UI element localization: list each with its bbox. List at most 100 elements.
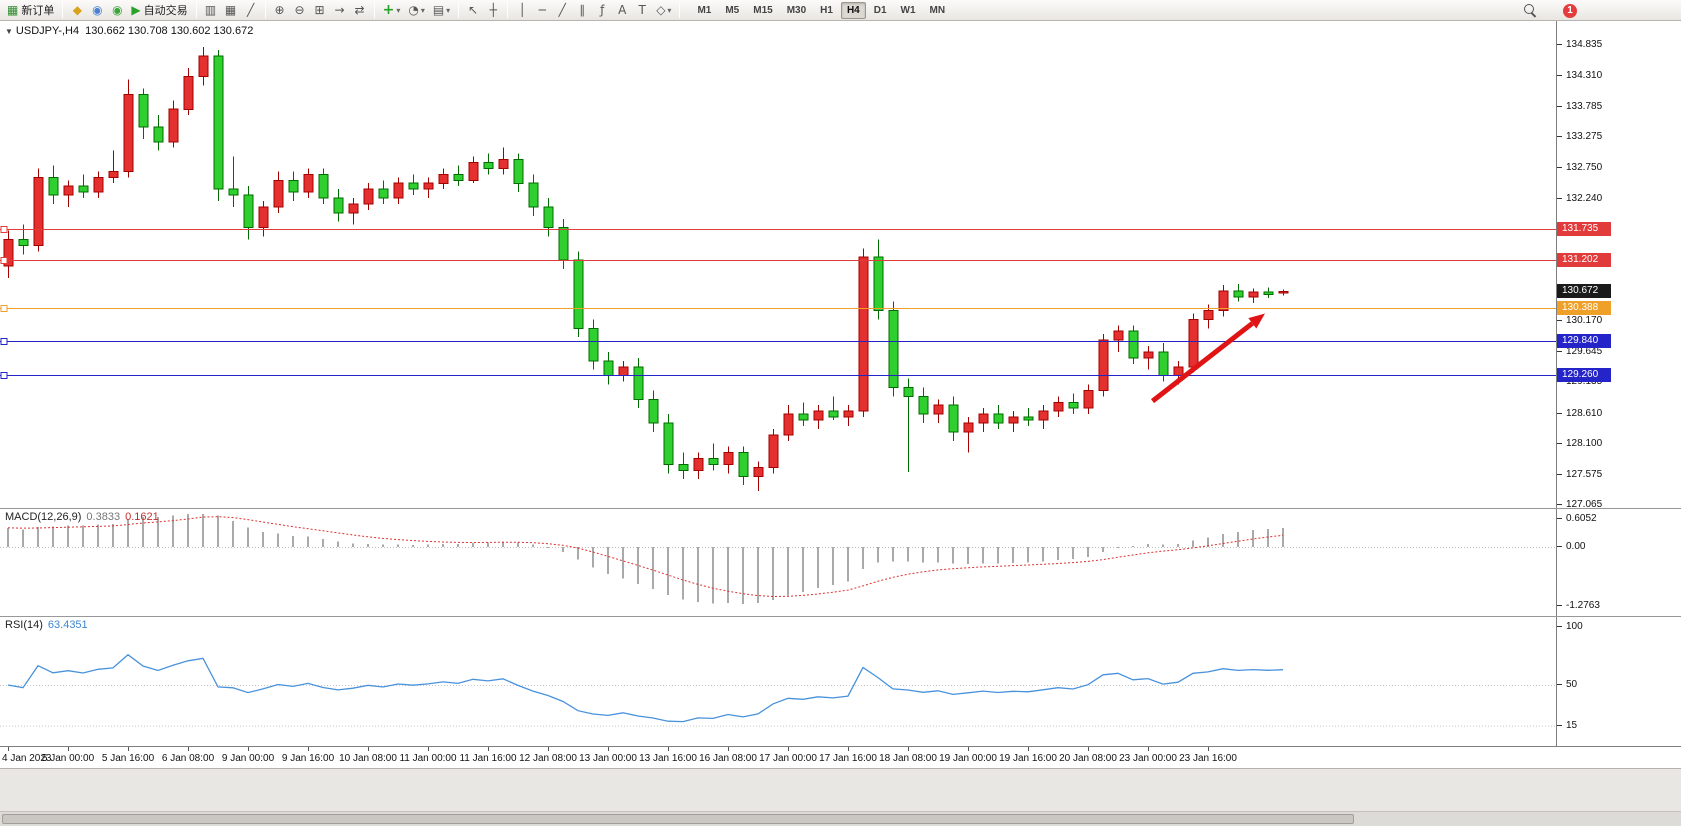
price-axis[interactable]: 134.835 134.310 133.785 133.275 132.750 132.2… <box>1556 21 1681 510</box>
price-tick-label: 130.170 <box>1557 315 1602 327</box>
search-icon[interactable] <box>1524 4 1537 17</box>
rsi-axis[interactable]: 100 50 15 <box>1556 617 1681 746</box>
timeframe-d1[interactable]: D1 <box>873 4 887 16</box>
macd-plot[interactable] <box>0 509 1556 616</box>
macd-axis[interactable]: 0.6052 0.00 -1.2763 <box>1556 509 1681 616</box>
auto-scroll-button[interactable]: → <box>331 1 349 19</box>
price-tick-label: 127.575 <box>1557 469 1602 481</box>
time-label: 12 Jan 08:00 <box>519 753 577 764</box>
time-label: 5 Jan 00:00 <box>41 753 95 764</box>
candle <box>438 173 449 184</box>
candle <box>63 185 74 196</box>
chart-shift-button[interactable]: ⇄ <box>351 1 369 19</box>
fibonacci-button[interactable]: ƒ <box>593 1 611 19</box>
candlestick-mode-button[interactable]: ▦ <box>222 1 240 19</box>
chevron-down-icon: ▾ <box>446 5 451 15</box>
time-tick <box>8 747 9 751</box>
chevron-down-icon: ▾ <box>396 5 401 15</box>
current-price-badge: 130.672 <box>1557 284 1611 299</box>
metaquotes-button[interactable]: ◆ <box>68 1 86 19</box>
timeframe-h1[interactable]: H1 <box>820 4 833 16</box>
timeframe-m15[interactable]: M15 <box>753 4 773 16</box>
new-order-button[interactable]: ▦ 新订单 <box>4 1 57 19</box>
market-button[interactable]: ◉ <box>88 1 106 19</box>
scrollbar-thumb[interactable] <box>2 814 1354 824</box>
price-tick-label: 132.750 <box>1557 162 1602 174</box>
rsi-panel: 100 50 15 RSI(14) 63.4351 <box>0 616 1681 746</box>
horizontal-line-button[interactable]: ─ <box>533 1 551 19</box>
zoom-out-button[interactable]: ⊖ <box>291 1 309 19</box>
candle <box>693 458 704 471</box>
candle <box>363 188 374 205</box>
channel-button[interactable]: ∥ <box>573 1 591 19</box>
periods-button[interactable]: ◔ ▾ <box>405 1 428 19</box>
chart-window: 134.835 134.310 133.785 133.275 132.750 132.2… <box>0 21 1681 826</box>
cursor-button[interactable]: ↖ <box>464 1 482 19</box>
shapes-icon: ◇ <box>656 3 666 17</box>
time-tick <box>848 747 849 751</box>
signals-button[interactable]: ◉ <box>108 1 126 19</box>
notification-badge[interactable]: 1 <box>1563 3 1577 18</box>
toolbar-button-label: 新订单 <box>21 5 55 17</box>
line-chart-mode-button[interactable]: ╱ <box>242 1 260 19</box>
zoom-in-button[interactable]: ⊕ <box>271 1 289 19</box>
rsi-value: 63.4351 <box>47 619 88 631</box>
candlestick-chart[interactable] <box>0 21 1556 508</box>
timeframe-m30[interactable]: M30 <box>786 4 807 16</box>
candle <box>678 463 689 471</box>
trendline-button[interactable]: ╱ <box>553 1 571 19</box>
time-label: 17 Jan 16:00 <box>819 753 877 764</box>
toolbar-buttons: ▦ 新订单 ◆ ◉ ◉ ▶ 自动交易 ▥ ▦ ╱ ⊕ ⊖ ⊞ → ⇄ + ▾ ◔ ▾ ▤ ▾ ↖ ┼ │ ─ ╱ ∥ ƒ A T ◇ ▾ <box>3 0 684 20</box>
candle <box>528 182 539 208</box>
candle <box>798 413 809 421</box>
bar-chart-mode-button[interactable]: ▥ <box>202 1 220 19</box>
candle <box>453 173 464 181</box>
horizontal-scrollbar[interactable] <box>0 811 1681 826</box>
candle <box>33 176 44 246</box>
timeframe-h4[interactable]: H4 <box>840 1 866 19</box>
signals-icon: ◉ <box>112 3 123 17</box>
candle <box>273 179 284 208</box>
tile-windows-icon: ⊞ <box>314 3 325 17</box>
time-label: 20 Jan 08:00 <box>1059 753 1117 764</box>
rsi-label: RSI(14) 63.4351 <box>5 619 88 631</box>
candle <box>1023 416 1034 421</box>
shapes-button[interactable]: ◇ ▾ <box>653 1 674 19</box>
timeframe-mn[interactable]: MN <box>929 4 946 16</box>
timeframe-m1[interactable]: M1 <box>697 4 712 16</box>
candle <box>1083 389 1094 409</box>
toolbar-separator <box>458 2 460 18</box>
vertical-line-button[interactable]: │ <box>513 1 531 19</box>
candle <box>963 422 974 433</box>
candle <box>1278 291 1289 294</box>
chevron-down-icon: ▾ <box>420 5 425 15</box>
candle <box>213 55 224 190</box>
time-axis[interactable]: 4 Jan 2023 5 Jan 00:00 5 Jan 16:00 6 Jan 08… <box>0 746 1681 768</box>
trendline-icon: ╱ <box>558 3 566 17</box>
price-tick-label: 134.835 <box>1557 39 1602 51</box>
candle <box>1158 351 1169 377</box>
candle <box>768 434 779 468</box>
rsi-line <box>7 653 1284 723</box>
price-tick-label: 128.610 <box>1557 408 1602 420</box>
toolbar-separator <box>507 2 509 18</box>
indicators-button[interactable]: + ▾ <box>380 1 404 19</box>
timeframe-w1[interactable]: W1 <box>900 4 916 16</box>
label-button[interactable]: T <box>633 1 651 19</box>
templates-button[interactable]: ▤ ▾ <box>430 1 453 19</box>
tile-windows-button[interactable]: ⊞ <box>311 1 329 19</box>
collapse-icon[interactable]: ▼ <box>5 27 13 36</box>
time-label: 9 Jan 16:00 <box>281 753 335 764</box>
candle <box>1263 291 1274 296</box>
time-tick <box>1148 747 1149 751</box>
ohlc-values: 130.662 130.708 130.602 130.672 <box>85 25 254 37</box>
timeframe-m5[interactable]: M5 <box>725 4 740 16</box>
macd-tick-label: 0.6052 <box>1557 513 1597 525</box>
autotrading-button[interactable]: ▶ 自动交易 <box>128 1 190 19</box>
crosshair-icon: ┼ <box>489 3 497 17</box>
crosshair-button[interactable]: ┼ <box>484 1 502 19</box>
time-tick <box>728 747 729 751</box>
text-button[interactable]: A <box>613 1 631 19</box>
rsi-plot[interactable] <box>0 617 1556 746</box>
time-label: 16 Jan 08:00 <box>699 753 757 764</box>
